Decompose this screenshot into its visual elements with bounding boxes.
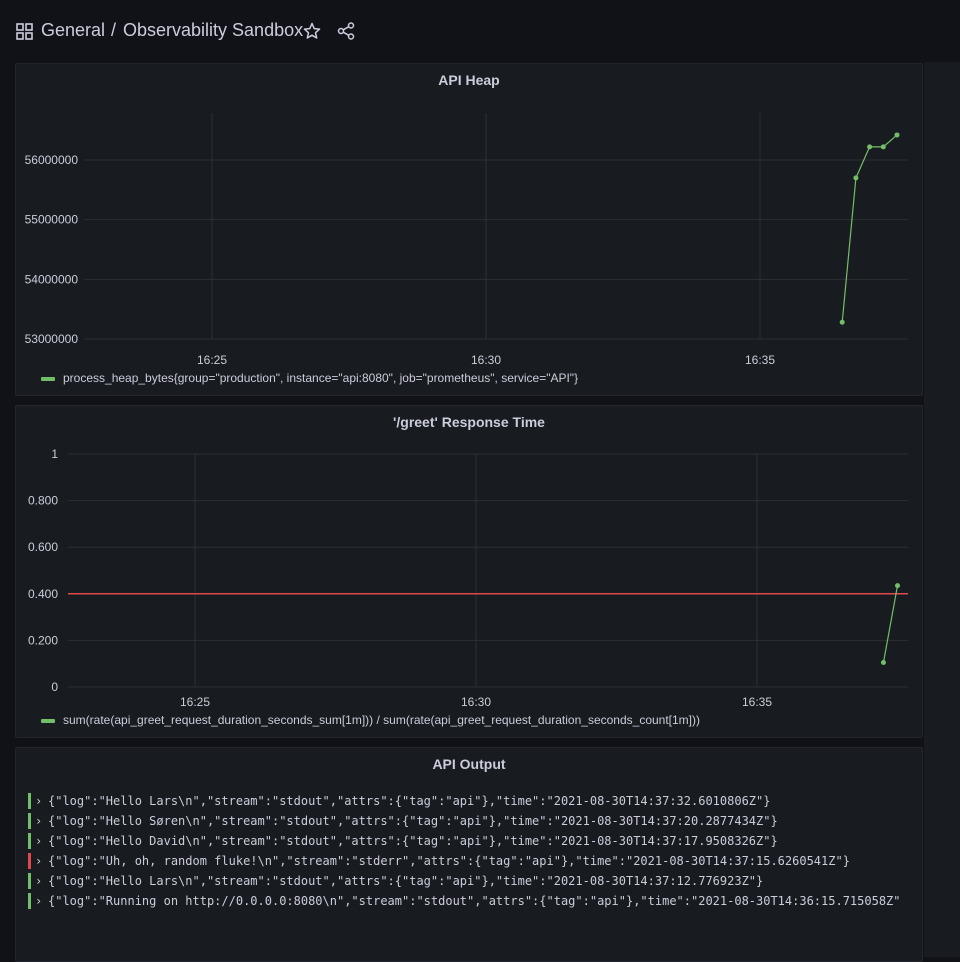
- y-tick-label: 0.800: [28, 494, 58, 508]
- panel-title[interactable]: '/greet' Response Time: [393, 414, 545, 430]
- chevron-right-icon[interactable]: ›: [35, 854, 43, 868]
- y-tick-label: 54000000: [25, 272, 79, 286]
- y-tick-label: 56000000: [25, 153, 79, 167]
- star-icon[interactable]: [303, 22, 321, 40]
- data-point: [867, 144, 873, 150]
- chevron-right-icon[interactable]: ›: [35, 794, 43, 808]
- log-line: {"log":"Hello Lars\n","stream":"stdout",…: [48, 874, 764, 888]
- log-level-indicator: [28, 893, 31, 909]
- log-row[interactable]: › {"log":"Hello Søren\n","stream":"stdout…: [28, 811, 922, 831]
- x-tick-label: 16:30: [461, 695, 491, 709]
- chevron-right-icon[interactable]: ›: [35, 874, 43, 888]
- heap-chart[interactable]: 53000000 54000000 55000000 56000000 16:25 16:…: [16, 64, 923, 396]
- breadcrumb-folder[interactable]: General: [41, 20, 106, 40]
- chevron-right-icon[interactable]: ›: [35, 894, 43, 908]
- log-row[interactable]: › {"log":"Hello David\n","stream":"stdout…: [28, 831, 922, 851]
- data-point: [880, 144, 886, 150]
- y-tick-label: 55000000: [25, 213, 79, 227]
- log-list: › {"log":"Hello Lars\n","stream":"stdout"…: [28, 791, 922, 911]
- data-point: [839, 319, 845, 325]
- y-tick-label: 53000000: [25, 332, 79, 346]
- panel-title[interactable]: API Heap: [438, 72, 500, 88]
- legend-swatch: [41, 718, 55, 723]
- response-time-chart[interactable]: 0 0.200 0.400 0.600 0.800 1 16:25 16:30 16:35: [16, 406, 923, 738]
- log-line: {"log":"Hello Lars\n","stream":"stdout",…: [48, 794, 771, 808]
- chevron-right-icon[interactable]: ›: [35, 834, 43, 848]
- log-line: {"log":"Running on http://0.0.0.0:8080\n…: [48, 894, 901, 908]
- x-tick-label: 16:25: [180, 695, 210, 709]
- data-point: [894, 132, 900, 138]
- panel-response-time: '/greet' Response Time 0 0.200 0.400 0.600 0…: [15, 405, 923, 738]
- legend-label: sum(rate(api_greet_request_duration_seco…: [63, 713, 701, 727]
- y-tick-label: 0: [51, 680, 58, 694]
- dashboard-header: General / Observability Sandbox: [0, 0, 960, 62]
- log-level-indicator: [28, 833, 31, 849]
- panel-title[interactable]: API Output: [432, 756, 506, 772]
- dashboard-title[interactable]: Observability Sandbox: [123, 20, 304, 40]
- series-line: [841, 134, 898, 323]
- y-tick-label: 0.400: [28, 587, 58, 601]
- panel-api-output: API Output › {"log":"Hello Lars\n","strea…: [15, 747, 923, 962]
- log-row[interactable]: › {"log":"Uh, oh, random fluke!\n","strea…: [28, 851, 922, 871]
- grid-icon[interactable]: [16, 23, 33, 40]
- data-point: [880, 660, 886, 666]
- log-line: {"log":"Uh, oh, random fluke!\n","stream…: [48, 854, 850, 868]
- x-tick-label: 16:35: [742, 695, 772, 709]
- data-point: [895, 583, 900, 589]
- y-tick-label: 1: [51, 447, 58, 461]
- legend-item[interactable]: sum(rate(api_greet_request_duration_seco…: [41, 713, 700, 727]
- log-level-indicator: [28, 853, 31, 869]
- y-tick-label: 0.200: [28, 633, 58, 647]
- log-line: {"log":"Hello Søren\n","stream":"stdout"…: [48, 814, 778, 828]
- log-level-indicator: [28, 793, 31, 809]
- x-tick-label: 16:30: [471, 353, 501, 367]
- breadcrumb-separator: /: [111, 20, 117, 40]
- x-tick-label: 16:25: [197, 353, 227, 367]
- legend-item[interactable]: process_heap_bytes{group="production", i…: [41, 371, 578, 385]
- page-scroll-track: [924, 62, 960, 957]
- x-tick-label: 16:35: [745, 353, 775, 367]
- panel-api-heap: API Heap 53000000 54000000 55000000 5600000…: [15, 63, 923, 396]
- chevron-right-icon[interactable]: ›: [35, 814, 43, 828]
- log-row[interactable]: › {"log":"Hello Lars\n","stream":"stdout"…: [28, 871, 922, 891]
- series-line: [882, 585, 899, 663]
- data-point: [853, 175, 859, 181]
- log-level-indicator: [28, 873, 31, 889]
- log-row[interactable]: › {"log":"Hello Lars\n","stream":"stdout"…: [28, 791, 922, 811]
- legend-label: process_heap_bytes{group="production", i…: [63, 371, 579, 385]
- y-tick-label: 0.600: [28, 540, 58, 554]
- legend-swatch: [41, 376, 55, 381]
- share-icon[interactable]: [337, 22, 355, 40]
- log-line: {"log":"Hello David\n","stream":"stdout"…: [48, 834, 778, 848]
- log-level-indicator: [28, 813, 31, 829]
- log-row[interactable]: › {"log":"Running on http://0.0.0.0:8080\…: [28, 891, 922, 911]
